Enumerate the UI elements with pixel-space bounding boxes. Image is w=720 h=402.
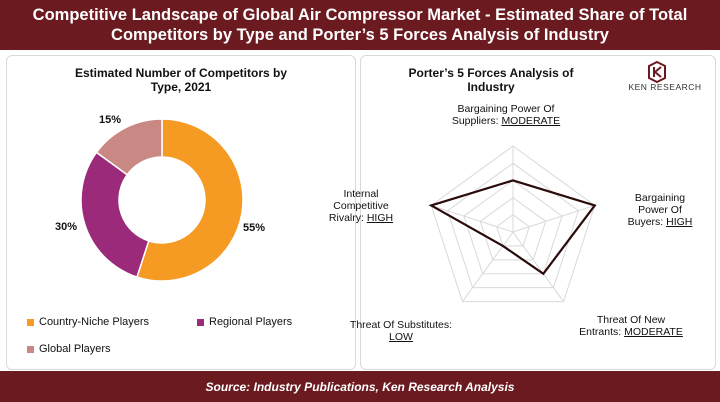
radar-spoke-3: [462, 231, 514, 302]
level-new-entrants: MODERATE: [624, 326, 683, 338]
donut-slice-country-niche: [136, 118, 244, 282]
level-substitutes: LOW: [389, 331, 413, 343]
level-suppliers: MODERATE: [501, 115, 561, 127]
axis-label-substitutes: Threat Of Substitutes: LOW: [349, 319, 453, 343]
legend-swatch-country-niche: [27, 318, 34, 326]
radar-series-polygon: [428, 179, 597, 276]
ken-research-logo-icon: [648, 60, 666, 84]
radar-chart-title: Porter’s 5 Forces Analysis of Industry: [408, 66, 574, 94]
radar-grid-ring-5: [430, 145, 596, 303]
axis-label-rivalry: Internal Competitive Rivalry: HIGH: [328, 188, 394, 224]
radar-spoke-2: [512, 231, 564, 302]
axis-label-suppliers: Bargaining Power Of Suppliers: MODERATE: [451, 103, 561, 127]
slice-label-country-niche: 55%: [243, 222, 266, 234]
title-line-2: Competitors by Type and Porter’s 5 Force…: [111, 26, 609, 44]
donut-chart: [80, 118, 244, 282]
competitors-panel: Estimated Number of Competitors by Type,…: [6, 55, 356, 370]
legend-swatch-regional: [197, 318, 204, 326]
donut-chart-title: Estimated Number of Competitors by Type,…: [74, 66, 288, 94]
level-rivalry: HIGH: [366, 212, 394, 224]
slice-label-regional: 30%: [55, 221, 78, 233]
axis-label-buyers: Bargaining Power Of Buyers: HIGH: [627, 192, 693, 228]
radar-grid-ring-1: [496, 214, 530, 247]
radar-grid-ring-4: [446, 162, 580, 289]
axis-label-new-entrants: Threat Of New Entrants: MODERATE: [579, 314, 683, 338]
ken-research-logo: KEN RESEARCH: [621, 60, 709, 92]
legend-item-regional: Regional Players: [197, 316, 292, 328]
radar-grid-ring-3: [463, 179, 563, 275]
title-line-1: Competitive Landscape of Global Air Comp…: [32, 6, 688, 24]
level-buyers: HIGH: [666, 216, 693, 228]
slice-label-global: 15%: [99, 114, 122, 126]
radar-spoke-1: [512, 204, 595, 233]
donut-slice-regional: [80, 151, 150, 278]
legend-swatch-global: [27, 345, 34, 353]
porters-five-forces-panel: Porter’s 5 Forces Analysis of Industry K…: [329, 55, 716, 370]
logo-text: KEN RESEARCH: [628, 82, 702, 92]
legend-item-global: Global Players: [27, 343, 111, 355]
footer-source: Source: Industry Publications, Ken Resea…: [0, 371, 720, 402]
header-banner: Competitive Landscape of Global Air Comp…: [0, 0, 720, 50]
radar-chart: [428, 145, 597, 303]
legend-item-country-niche: Country-Niche Players: [27, 316, 149, 328]
donut-slice-global: [95, 118, 163, 176]
radar-grid-ring-2: [479, 196, 547, 261]
radar-spoke-4: [431, 204, 514, 233]
